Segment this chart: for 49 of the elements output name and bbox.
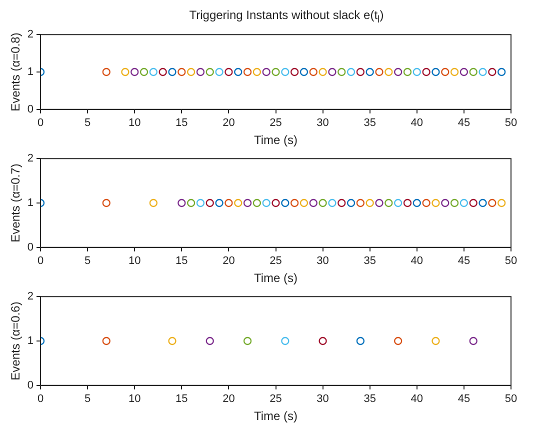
x-tick-label: 20 bbox=[222, 255, 235, 268]
y-tick-label: 1 bbox=[27, 197, 34, 210]
x-tick-label: 50 bbox=[504, 117, 518, 130]
x-tick-label: 0 bbox=[37, 393, 44, 406]
x-tick-label: 45 bbox=[458, 117, 470, 130]
x-tick-label: 45 bbox=[458, 255, 470, 268]
y-axis-title: Events (α=0.8) bbox=[8, 33, 23, 112]
x-tick-label: 25 bbox=[270, 393, 282, 406]
x-tick-label: 35 bbox=[364, 255, 376, 268]
x-tick-label: 30 bbox=[316, 393, 329, 406]
x-tick-label: 0 bbox=[37, 117, 44, 130]
x-tick-label: 0 bbox=[37, 255, 44, 268]
y-tick-label: 1 bbox=[27, 335, 34, 348]
x-tick-label: 20 bbox=[222, 393, 235, 406]
y-tick-label: 0 bbox=[27, 380, 34, 392]
x-tick-label: 30 bbox=[316, 255, 329, 268]
y-tick-label: 0 bbox=[27, 242, 34, 254]
x-tick-label: 40 bbox=[410, 255, 424, 268]
x-tick-label: 25 bbox=[270, 117, 282, 130]
x-tick-label: 50 bbox=[504, 255, 518, 268]
x-tick-label: 10 bbox=[128, 117, 141, 130]
x-tick-label: 15 bbox=[176, 117, 188, 130]
x-tick-label: 10 bbox=[128, 393, 141, 406]
x-tick-label: 50 bbox=[504, 393, 518, 406]
y-tick-label: 1 bbox=[27, 66, 34, 78]
x-tick-label: 5 bbox=[84, 117, 91, 130]
y-tick-label: 0 bbox=[27, 104, 34, 116]
x-tick-label: 30 bbox=[316, 117, 329, 130]
chart-title: Triggering Instants without slack e(t$_{l}$) bbox=[188, 8, 385, 26]
x-axis-title: Time (s) bbox=[254, 134, 298, 148]
x-axis-title: Time (s) bbox=[254, 272, 298, 286]
y-tick-label: 2 bbox=[27, 29, 34, 42]
x-tick-label: 40 bbox=[410, 117, 424, 130]
x-tick-label: 35 bbox=[364, 117, 376, 130]
x-axis-title: Time (s) bbox=[254, 410, 298, 424]
y-tick-label: 2 bbox=[27, 291, 34, 304]
x-tick-label: 15 bbox=[176, 393, 188, 406]
y-axis-title: Events (α=0.7) bbox=[8, 164, 23, 243]
x-tick-label: 5 bbox=[84, 255, 91, 268]
x-tick-label: 35 bbox=[364, 393, 376, 406]
x-tick-label: 15 bbox=[176, 255, 188, 268]
y-tick-label: 2 bbox=[27, 153, 34, 166]
x-tick-label: 40 bbox=[410, 393, 424, 406]
x-tick-label: 25 bbox=[270, 255, 282, 268]
x-tick-label: 5 bbox=[84, 393, 91, 406]
y-axis-title: Events (α=0.6) bbox=[8, 302, 23, 381]
x-tick-label: 45 bbox=[458, 393, 470, 406]
x-tick-label: 10 bbox=[128, 255, 141, 268]
x-tick-label: 20 bbox=[222, 117, 235, 130]
